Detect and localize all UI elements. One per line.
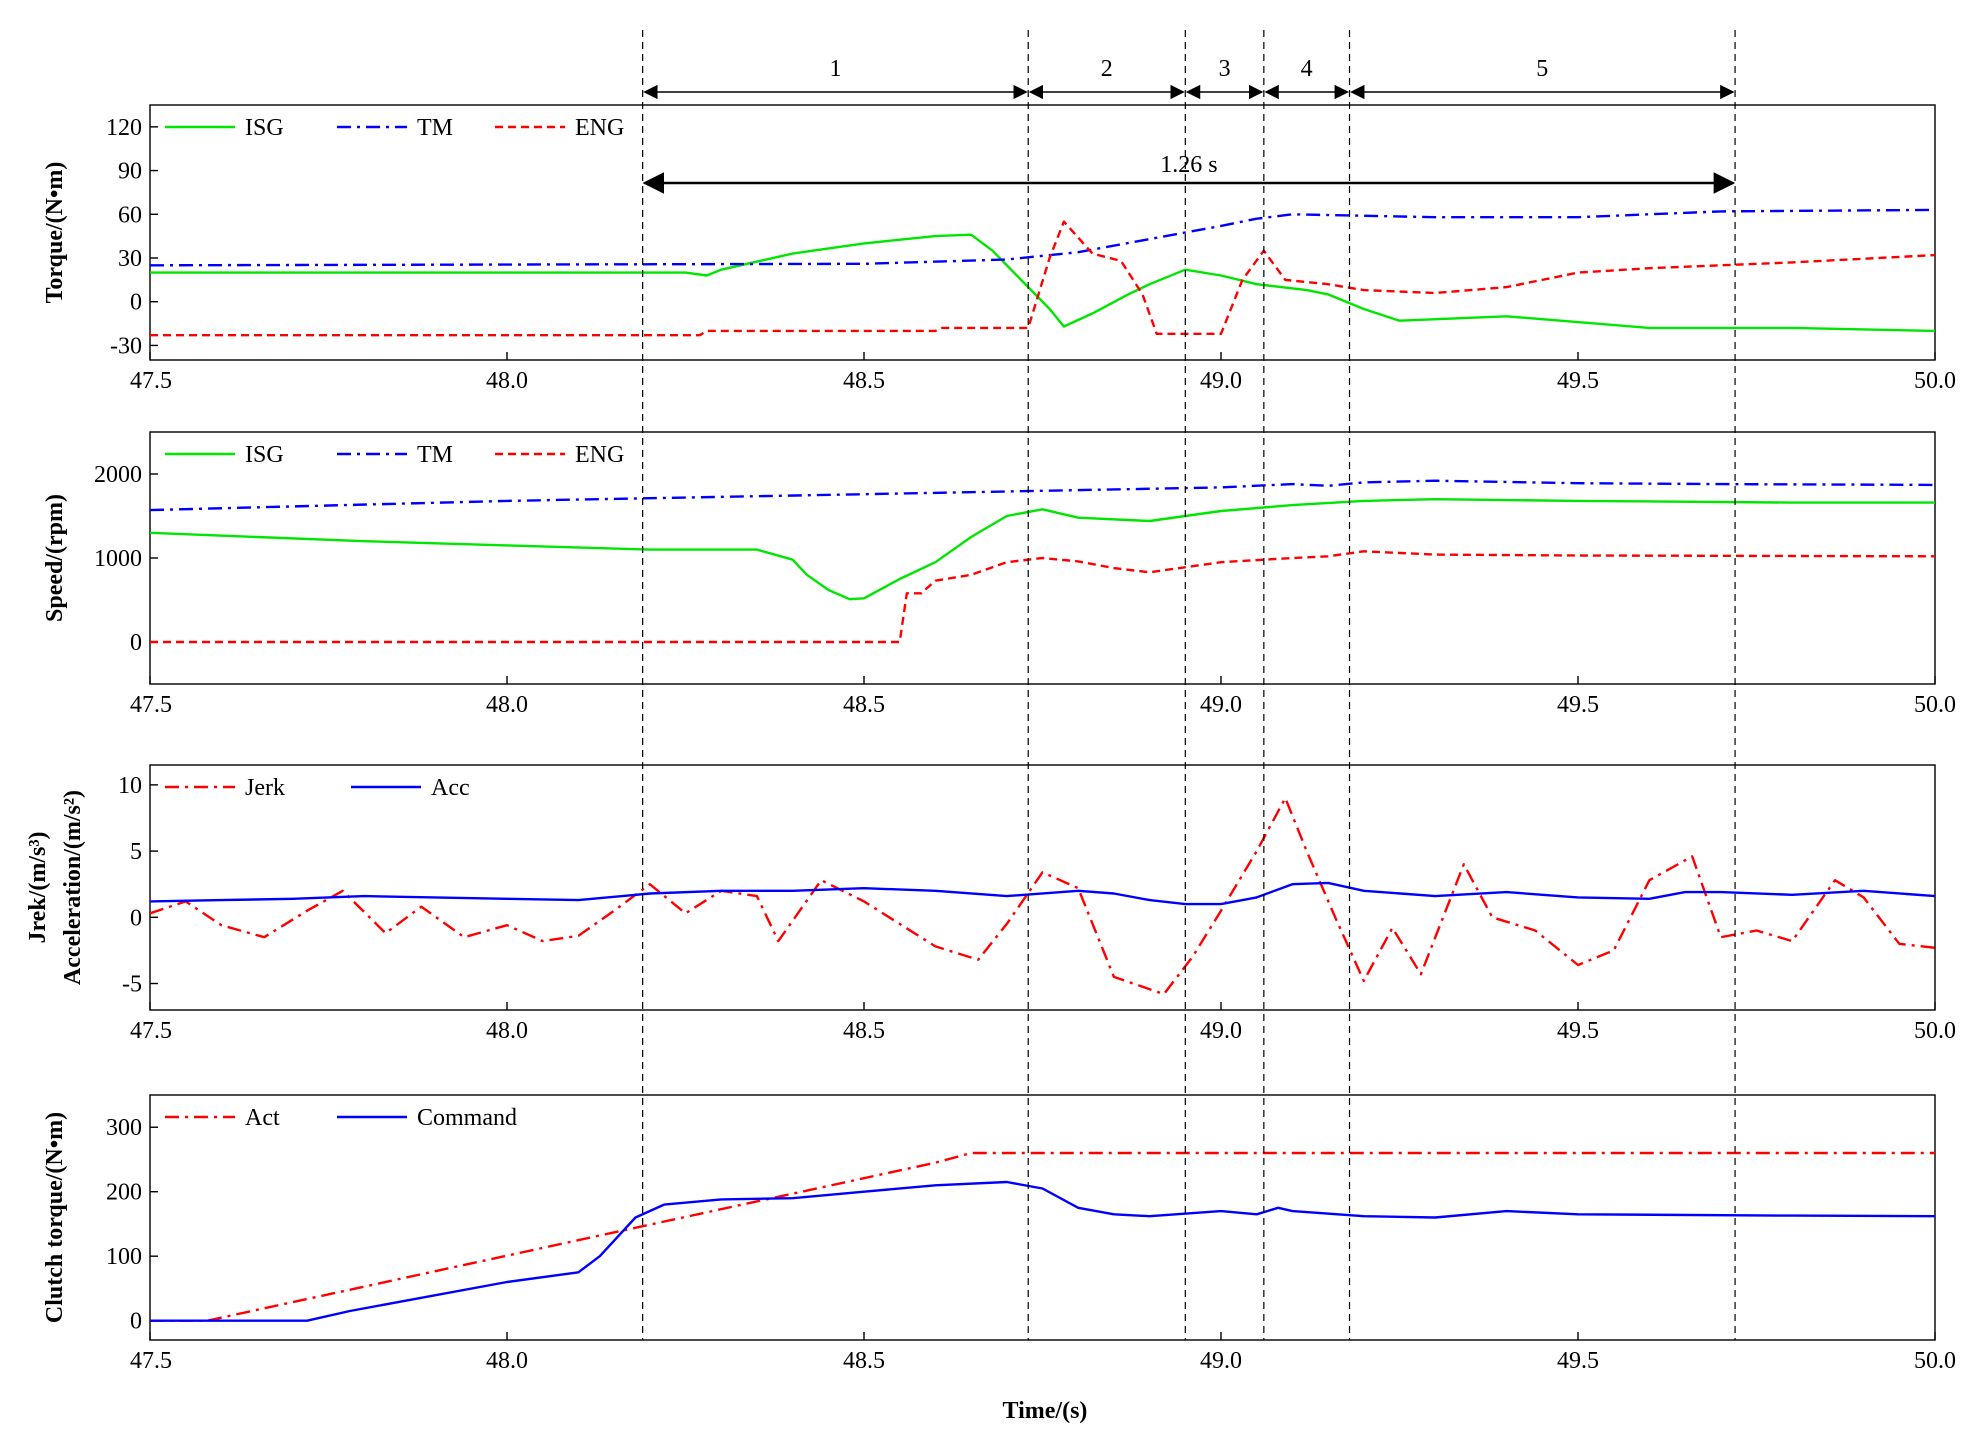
series-line-isg xyxy=(150,233,1935,333)
x-tick-label: 48.5 xyxy=(843,692,885,718)
x-tick-label: 48.0 xyxy=(486,1348,528,1374)
x-tick-label: 47.5 xyxy=(130,1348,172,1374)
phase-label: 4 xyxy=(1301,56,1313,82)
legend-label-eng: ENG xyxy=(575,442,624,468)
phase-annotations: 1 2 3 4 5 1.26 s xyxy=(642,30,1736,1340)
x-tick-label: 49.0 xyxy=(1200,1018,1242,1044)
series-line-eng xyxy=(150,550,1935,644)
y-tick-label: 120 xyxy=(106,115,142,141)
x-tick-label: 47.5 xyxy=(130,1018,172,1044)
series-group xyxy=(150,208,1935,337)
x-tick-label: 49.5 xyxy=(1557,1018,1599,1044)
x-tick-label: 48.5 xyxy=(843,1018,885,1044)
legend: Act Command xyxy=(165,1105,517,1131)
phase-label: 3 xyxy=(1219,56,1231,82)
y-tick-label: 100 xyxy=(106,1244,142,1270)
phase-label: 2 xyxy=(1101,56,1113,82)
y-axis-label: Torque/(N•m) xyxy=(42,162,68,304)
y-tick-label: 2000 xyxy=(94,462,142,488)
x-tick-label: 47.5 xyxy=(130,368,172,394)
y-tick-label: 30 xyxy=(118,246,142,272)
series-line-tm xyxy=(150,208,1935,267)
series-group xyxy=(150,796,1935,996)
y-tick-label: 5 xyxy=(130,839,142,865)
x-tick-label: 48.0 xyxy=(486,692,528,718)
panel-speed: 0 1000 2000 47.5 48.0 48.5 49.0 49.5 50.0 Speed/(… xyxy=(42,431,1956,718)
y-tick-label: -30 xyxy=(110,333,142,359)
phase-label: 5 xyxy=(1536,56,1548,82)
series-line-tm xyxy=(150,479,1935,512)
plot-frame xyxy=(149,1094,1936,1341)
x-tick-label: 50.0 xyxy=(1914,692,1956,718)
y-tick-label: 0 xyxy=(130,1309,142,1335)
x-tick-label: 48.0 xyxy=(486,368,528,394)
legend-label-command: Command xyxy=(417,1105,517,1131)
legend-label-eng: ENG xyxy=(575,115,624,141)
duration-label: 1.26 s xyxy=(1160,152,1217,178)
y-tick-label: 0 xyxy=(130,290,142,316)
series-line-acc xyxy=(150,881,1935,906)
x-tick-label: 49.5 xyxy=(1557,1348,1599,1374)
y-tick-label: 300 xyxy=(106,1115,142,1141)
chart-panels: -30 0 30 60 90 120 47.5 48.0 48.5 49.0 49.5 50.0 Tor… xyxy=(25,104,1956,1374)
legend-label-act: Act xyxy=(245,1105,280,1131)
y-axis-label-secondary: Acceleration/(m/s²) xyxy=(60,790,86,985)
x-tick-label: 47.5 xyxy=(130,692,172,718)
x-tick-label: 48.5 xyxy=(843,1348,885,1374)
legend-label-jerk: Jerk xyxy=(245,775,285,801)
x-tick-label: 48.5 xyxy=(843,368,885,394)
x-tick-label: 49.5 xyxy=(1557,368,1599,394)
y-tick-label: 0 xyxy=(130,630,142,656)
series-line-eng xyxy=(150,220,1935,337)
x-tick-label: 49.0 xyxy=(1200,1348,1242,1374)
y-axis-label: Jrek/(m/s³) xyxy=(25,831,51,943)
x-axis-title: Time/(s) xyxy=(1003,1398,1088,1424)
legend-label-acc: Acc xyxy=(431,775,470,801)
x-tick-label: 49.5 xyxy=(1557,692,1599,718)
y-tick-label: 1000 xyxy=(94,546,142,572)
series-line-jerk xyxy=(150,796,1935,996)
panel-jerk-acc: -5 0 5 10 47.5 48.0 48.5 49.0 49.5 50.0 Jrek/(m/s³… xyxy=(25,764,1956,1044)
x-tick-label: 49.0 xyxy=(1200,692,1242,718)
series-line-act xyxy=(150,1151,1935,1322)
legend-label-isg: ISG xyxy=(245,442,284,468)
panel-clutch: 0 100 200 300 47.5 48.0 48.5 49.0 49.5 50.0 Clutch… xyxy=(42,1094,1956,1374)
plot-frame xyxy=(149,104,1936,361)
series-line-isg xyxy=(150,498,1935,601)
x-tick-label: 48.0 xyxy=(486,1018,528,1044)
y-tick-label: 60 xyxy=(118,202,142,228)
x-tick-label: 49.0 xyxy=(1200,368,1242,394)
series-group xyxy=(150,479,1935,644)
x-tick-label: 50.0 xyxy=(1914,368,1956,394)
legend: ISG TM ENG xyxy=(165,442,624,468)
y-tick-label: 10 xyxy=(118,773,142,799)
x-tick-label: 50.0 xyxy=(1914,1348,1956,1374)
y-axis-label: Clutch torque/(N•m) xyxy=(42,1112,68,1323)
y-tick-label: 0 xyxy=(130,905,142,931)
legend: Jerk Acc xyxy=(165,775,470,801)
panel-torque: -30 0 30 60 90 120 47.5 48.0 48.5 49.0 49.5 50.0 Tor… xyxy=(42,104,1956,394)
legend-label-tm: TM xyxy=(417,442,453,468)
x-tick-label: 50.0 xyxy=(1914,1018,1956,1044)
phase-label: 1 xyxy=(829,56,841,82)
legend: ISG TM ENG xyxy=(165,115,624,141)
y-tick-label: -5 xyxy=(122,972,142,998)
legend-label-tm: TM xyxy=(417,115,453,141)
plot-frame xyxy=(149,764,1936,1011)
y-axis-label: Speed/(rpm) xyxy=(42,494,68,622)
y-tick-label: 200 xyxy=(106,1180,142,1206)
series-group xyxy=(150,1151,1935,1322)
y-tick-label: 90 xyxy=(118,159,142,185)
legend-label-isg: ISG xyxy=(245,115,284,141)
series-line-command xyxy=(150,1180,1935,1322)
